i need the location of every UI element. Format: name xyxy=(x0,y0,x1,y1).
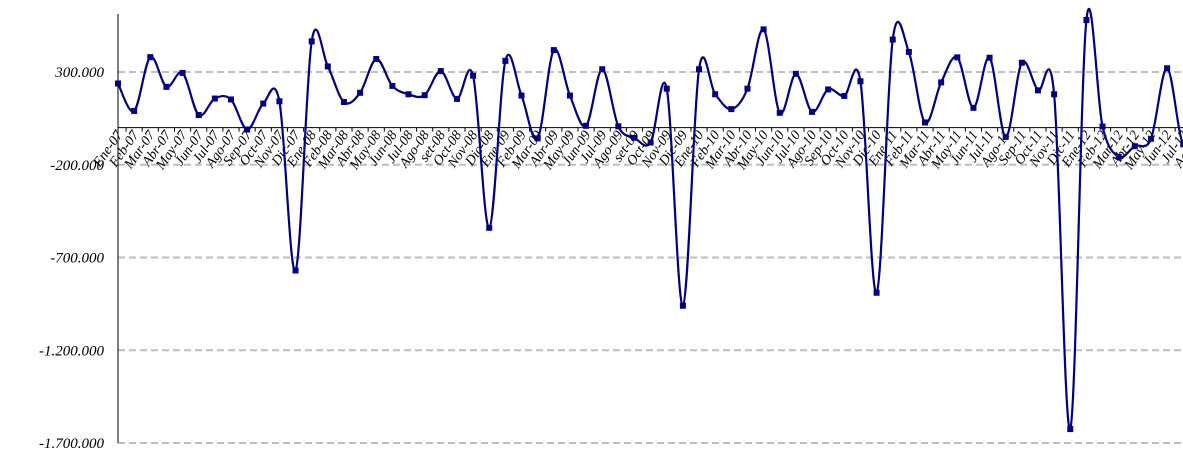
data-point-marker xyxy=(647,139,654,146)
axes xyxy=(117,14,1183,443)
data-point-marker xyxy=(566,92,573,99)
data-point-marker xyxy=(115,80,121,87)
data-point-marker xyxy=(308,38,315,45)
data-point-marker xyxy=(421,92,428,99)
data-point-marker xyxy=(1115,153,1122,160)
data-point-marker xyxy=(292,267,299,274)
data-point-marker xyxy=(453,95,460,102)
data-point-marker xyxy=(1180,141,1183,148)
data-point-marker xyxy=(163,83,170,90)
data-point-marker xyxy=(550,47,557,54)
data-point-marker xyxy=(744,85,751,92)
data-point-marker xyxy=(437,68,444,75)
data-point-marker xyxy=(502,57,509,64)
y-tick-label: 300.000 xyxy=(54,65,104,81)
y-tick-label: -700.000 xyxy=(50,251,104,267)
series-markers xyxy=(115,17,1183,433)
data-point-marker xyxy=(1051,91,1058,98)
data-point-marker xyxy=(857,78,864,85)
data-point-marker xyxy=(986,54,993,61)
data-point-marker xyxy=(599,66,606,73)
data-point-marker xyxy=(679,302,686,309)
data-point-marker xyxy=(534,135,541,142)
y-axis-tick-labels: 300.000 -200.000 -700.000 -1.200.000 -1.700.… xyxy=(39,65,105,452)
data-point-marker xyxy=(809,108,816,115)
data-point-marker xyxy=(357,89,364,96)
y-tick-label: -1.200.000 xyxy=(39,343,104,359)
data-point-marker xyxy=(131,107,138,114)
y-tick-label: -1.700.000 xyxy=(39,436,104,452)
data-point-marker xyxy=(631,134,638,141)
data-point-marker xyxy=(712,91,719,98)
y-tick-label: -200.000 xyxy=(50,158,104,174)
data-point-marker xyxy=(889,36,896,43)
data-point-marker xyxy=(873,289,880,296)
data-point-marker xyxy=(825,86,832,93)
data-point-marker xyxy=(776,109,783,116)
data-point-marker xyxy=(792,70,799,77)
data-point-marker xyxy=(389,82,396,89)
data-point-marker xyxy=(728,106,735,113)
data-point-marker xyxy=(324,63,331,70)
data-point-marker xyxy=(1018,59,1025,66)
data-point-marker xyxy=(1034,87,1041,94)
gridlines xyxy=(118,71,1183,444)
data-point-marker xyxy=(1131,143,1138,150)
data-point-marker xyxy=(841,92,848,99)
data-point-marker xyxy=(954,54,961,61)
data-point-marker xyxy=(179,69,186,76)
data-point-marker xyxy=(970,104,977,111)
data-point-marker xyxy=(244,126,251,133)
data-point-marker xyxy=(1099,123,1106,130)
data-point-marker xyxy=(518,92,525,99)
data-point-marker xyxy=(276,98,283,105)
data-point-marker xyxy=(147,54,154,61)
data-point-marker xyxy=(615,123,622,130)
data-point-marker xyxy=(195,112,202,119)
data-point-marker xyxy=(405,91,412,98)
data-point-marker xyxy=(470,72,477,79)
data-point-marker xyxy=(663,85,670,92)
data-point-marker xyxy=(583,122,590,129)
data-point-marker xyxy=(340,99,347,106)
data-point-marker xyxy=(760,26,767,33)
data-point-marker xyxy=(227,96,234,103)
data-point-marker xyxy=(696,66,703,73)
data-point-marker xyxy=(1083,17,1090,24)
data-point-marker xyxy=(1164,65,1171,72)
data-point-marker xyxy=(1002,133,1009,140)
data-point-marker xyxy=(211,95,218,102)
data-point-marker xyxy=(373,56,380,63)
data-point-marker xyxy=(922,119,928,126)
x-axis-tick-labels: Ene-07Feb-07Mar-07Abr-07May-07Jun-07Jul-… xyxy=(90,128,1183,174)
data-point-marker xyxy=(1067,426,1074,433)
data-point-marker xyxy=(905,48,912,55)
data-point-marker xyxy=(486,224,493,231)
data-point-marker xyxy=(1147,135,1154,142)
data-point-marker xyxy=(260,100,267,107)
data-point-marker xyxy=(938,79,945,86)
